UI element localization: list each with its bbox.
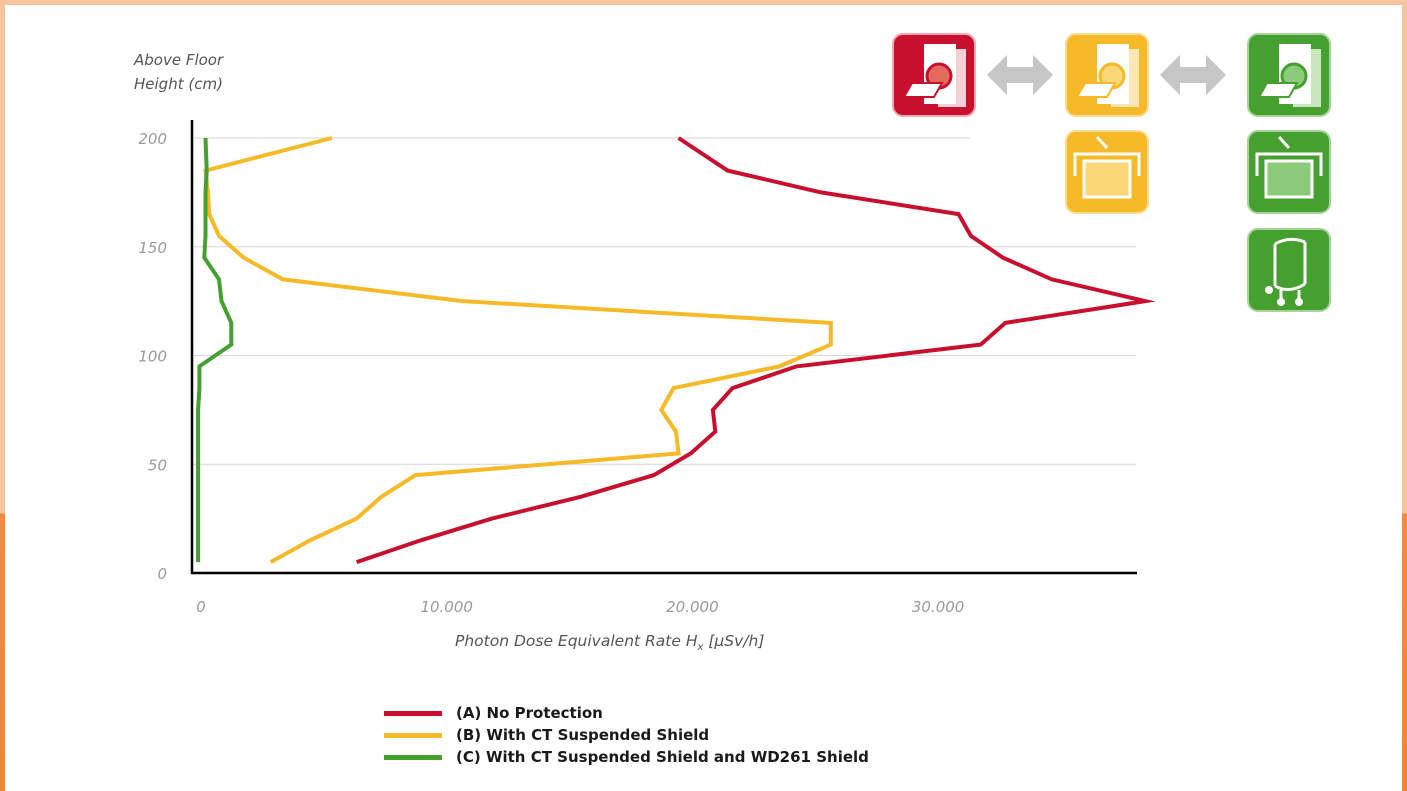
series-ct-suspended-shield-line (203, 136, 833, 564)
legend-label: (C) With CT Suspended Shield and WD261 S… (456, 748, 869, 766)
frame-left-border (0, 0, 5, 791)
legend-swatch-red (384, 710, 442, 716)
x-axis-label-subscript: x (697, 642, 704, 654)
legend-label: (B) With CT Suspended Shield (456, 726, 710, 744)
legend-swatch-green (384, 754, 442, 760)
y-axis-label-line2: Height (cm) (134, 75, 223, 93)
x-axis-label-main: Photon Dose Equivalent Rate H (455, 632, 698, 650)
suspended-shield-yellow-icon (1065, 130, 1149, 214)
legend-item: (C) With CT Suspended Shield and WD261 S… (384, 746, 869, 768)
legend-swatch-yellow (384, 732, 442, 738)
legend-item: (A) No Protection (384, 702, 869, 724)
frame-right-border (1402, 0, 1407, 791)
legend-label: (A) No Protection (456, 704, 603, 722)
frame-top-border (0, 0, 1407, 5)
mobile-shield-green-icon (1247, 228, 1331, 312)
x-tick-label: 10.000 (420, 598, 473, 616)
x-tick-label: 20.000 (666, 598, 719, 616)
double-arrow-icon (1158, 53, 1228, 97)
ct-scanner-yellow-icon (1065, 33, 1149, 117)
legend-item: (B) With CT Suspended Shield (384, 724, 869, 746)
series-ct-and-wd261-shield-line (196, 137, 234, 563)
legend: (A) No Protection (B) With CT Suspended … (384, 702, 869, 768)
y-axis-label-line1: Above Floor (134, 51, 224, 69)
y-tick-label: 0 (157, 565, 167, 583)
suspended-shield-green-icon (1247, 130, 1331, 214)
x-axis-label-unit: [µSv/h] (703, 632, 765, 650)
double-arrow-icon (985, 53, 1055, 97)
x-tick-label: 30.000 (912, 598, 965, 616)
series-no-protection-line (355, 136, 1156, 564)
y-tick-label: 50 (148, 456, 167, 474)
y-axis-label: Above Floor Height (cm) (134, 48, 334, 96)
x-axis-label: Photon Dose Equivalent Rate Hx [µSv/h] (455, 632, 764, 653)
y-tick-label: 100 (138, 348, 167, 366)
x-tick-label: 0 (196, 598, 206, 616)
y-tick-label: 200 (138, 130, 167, 148)
ct-scanner-red-icon (892, 33, 976, 117)
y-tick-label: 150 (138, 239, 167, 257)
ct-scanner-green-icon (1247, 33, 1331, 117)
